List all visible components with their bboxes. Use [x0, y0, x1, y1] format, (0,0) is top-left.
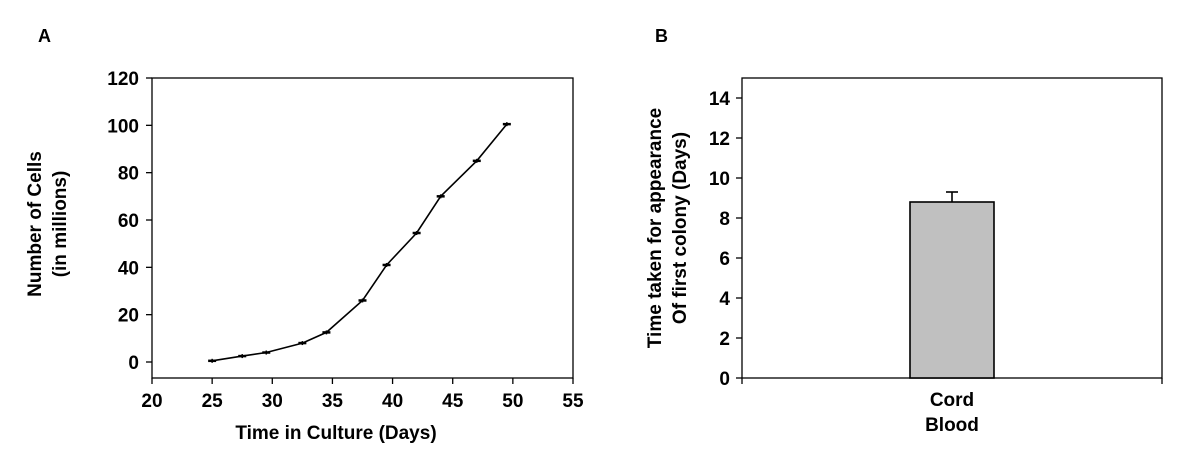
chart-b-ylabel-line1: Time taken for appearance	[645, 108, 666, 348]
chart-a-ylabel-line2: (in millions)	[50, 171, 71, 278]
panel-label-b: B	[655, 26, 668, 46]
chart-a-series-line	[211, 123, 508, 362]
chart-a-ytick-label: 60	[118, 211, 139, 232]
chart-a-ytick-label: 100	[107, 116, 139, 137]
chart-a-xtick-label: 25	[202, 391, 224, 412]
chart-a-xtick-label: 45	[442, 391, 464, 412]
chart-a-ytick-label: 0	[128, 353, 139, 374]
chart-b-ytick-label: 6	[719, 249, 730, 270]
chart-a-ytick-label: 80	[118, 164, 139, 185]
chart-a-frame	[151, 77, 574, 379]
chart-b-ylabel-line2: Of first colony (Days)	[670, 132, 691, 324]
chart-b-ytick-label: 10	[709, 169, 730, 190]
chart-a-xtick-label: 55	[562, 391, 584, 412]
chart-b-bar	[909, 201, 995, 379]
chart-b-ytick-label: 8	[719, 209, 730, 230]
chart-a-ytick-label: 120	[107, 69, 139, 90]
chart-a-xtick-label: 35	[322, 391, 344, 412]
chart-a-xtick-label: 50	[502, 391, 523, 412]
chart-b: 0 2 4 6 8 10 12 14 Cord Blood Time taken for app…	[645, 77, 1163, 436]
chart-a-xtick-label: 30	[262, 391, 283, 412]
chart-b-category-label: Blood	[925, 415, 979, 436]
chart-b-category-label: Cord	[930, 390, 974, 411]
panel-label-a: A	[38, 26, 51, 46]
chart-a-ylabel-line1: Number of Cells	[25, 151, 46, 297]
chart-a-ytick-label: 20	[118, 306, 139, 327]
chart-b-ytick-label: 12	[709, 129, 730, 150]
chart-b-ytick-label: 0	[719, 369, 730, 390]
chart-b-ytick-label: 2	[719, 329, 730, 350]
chart-a-xlabel: Time in Culture (Days)	[235, 423, 436, 444]
chart-b-ytick-label: 14	[709, 89, 731, 110]
chart-a-xtick-label: 20	[141, 391, 162, 412]
chart-a-xtick-label: 40	[382, 391, 403, 412]
chart-b-ytick-label: 4	[719, 289, 730, 310]
chart-a-ytick-label: 40	[118, 258, 139, 279]
